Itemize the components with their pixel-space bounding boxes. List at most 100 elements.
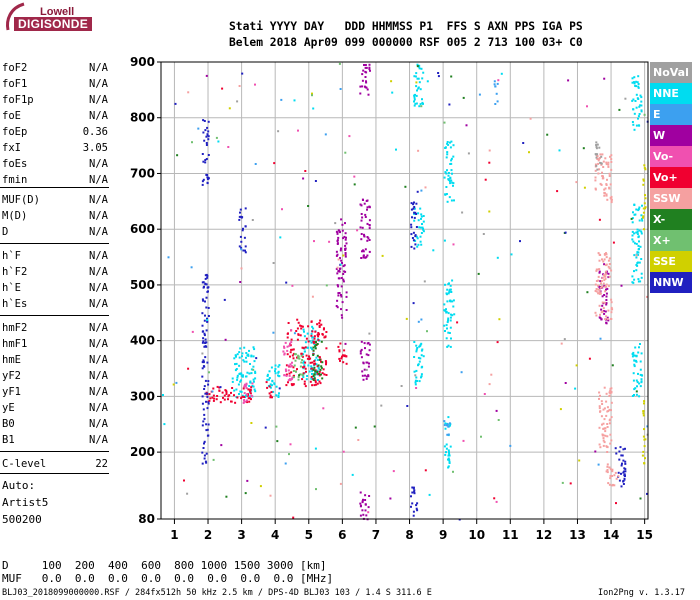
echo-point <box>607 482 610 485</box>
echo-point <box>340 259 343 262</box>
echo-point <box>313 384 316 387</box>
echo-point <box>244 249 246 252</box>
echo-point <box>606 463 609 466</box>
echo-point <box>269 394 272 397</box>
echo-point <box>631 217 634 220</box>
echo-point <box>603 191 606 194</box>
echo-point <box>412 231 415 234</box>
echo-point <box>321 361 324 364</box>
echo-point <box>236 374 239 377</box>
echo-point <box>443 239 446 242</box>
echo-point <box>325 284 328 287</box>
echo-point <box>201 361 204 364</box>
param-value: N/A <box>89 370 108 382</box>
echo-point <box>410 202 413 205</box>
plot-frame <box>160 61 649 520</box>
echo-point <box>602 310 605 312</box>
echo-point <box>373 425 376 428</box>
echo-point <box>447 449 450 452</box>
echo-point <box>364 347 366 350</box>
echo-point <box>633 232 636 235</box>
echo-point <box>410 233 413 236</box>
echo-point <box>219 386 222 389</box>
echo-point <box>413 213 416 215</box>
echo-point <box>636 228 639 231</box>
echo-point <box>640 104 643 107</box>
echo-point <box>598 270 601 273</box>
echo-point <box>615 502 617 505</box>
echo-point <box>302 328 305 331</box>
echo-point <box>310 365 313 368</box>
echo-point <box>250 372 253 375</box>
echo-point <box>604 318 607 321</box>
echo-point <box>482 233 485 235</box>
echo-point <box>359 350 362 353</box>
echo-point <box>637 83 640 85</box>
y-tick-label: 200 <box>130 445 155 459</box>
echo-point <box>187 367 190 370</box>
echo-point <box>609 389 612 392</box>
echo-point <box>418 380 421 383</box>
echo-point <box>477 272 480 275</box>
echo-point <box>318 374 321 377</box>
legend-item: X+ <box>650 230 692 251</box>
echo-point <box>636 81 639 84</box>
echo-point <box>343 270 346 273</box>
echo-point <box>447 458 449 461</box>
echo-point <box>414 381 417 384</box>
param-row: h`E N/A <box>2 282 108 296</box>
echo-point <box>610 198 613 201</box>
param-value: 0.36 <box>82 126 108 138</box>
echo-point <box>599 337 602 340</box>
echo-point <box>319 358 321 361</box>
auto-label: Auto: <box>2 479 36 492</box>
echo-point <box>609 442 612 445</box>
echo-point <box>340 357 343 360</box>
echo-point <box>633 359 636 362</box>
echo-point <box>638 261 641 264</box>
param-name: hmE <box>2 354 21 366</box>
echo-point <box>307 205 310 207</box>
echo-point <box>608 263 611 265</box>
echo-point <box>243 399 245 402</box>
echo-point <box>446 433 449 436</box>
echo-point <box>249 363 251 365</box>
echo-point <box>450 157 453 160</box>
param-value: N/A <box>89 434 108 446</box>
echo-point <box>252 378 255 381</box>
echo-point <box>368 206 371 209</box>
param-name: foEs <box>2 158 28 170</box>
echo-point <box>414 234 417 237</box>
echo-point <box>292 348 295 351</box>
param-name: h`F2 <box>2 266 28 278</box>
echo-point <box>362 254 365 257</box>
echo-point <box>310 367 313 370</box>
echo-point <box>338 62 341 65</box>
echo-point <box>361 501 364 504</box>
echo-point <box>285 384 288 387</box>
echo-point <box>631 234 634 237</box>
echo-point <box>304 346 307 349</box>
echo-point <box>252 346 255 349</box>
echo-point <box>206 361 209 364</box>
echo-point <box>284 462 287 465</box>
echo-point <box>340 294 342 296</box>
echo-point <box>601 295 604 298</box>
echo-point <box>596 158 599 160</box>
echo-point <box>564 382 567 384</box>
echo-point <box>594 169 597 172</box>
echo-point <box>297 376 300 378</box>
echo-point <box>239 380 242 383</box>
echo-point <box>266 375 269 377</box>
echo-point <box>306 375 309 377</box>
echo-point <box>448 452 451 455</box>
echo-point <box>618 108 621 111</box>
y-tick-label: 800 <box>130 111 155 125</box>
echo-point <box>620 485 623 488</box>
echo-point <box>233 394 235 397</box>
echo-point <box>313 377 316 380</box>
echo-point <box>411 486 414 489</box>
echo-point <box>250 395 253 398</box>
echo-point <box>365 256 368 258</box>
echo-point <box>639 497 642 500</box>
